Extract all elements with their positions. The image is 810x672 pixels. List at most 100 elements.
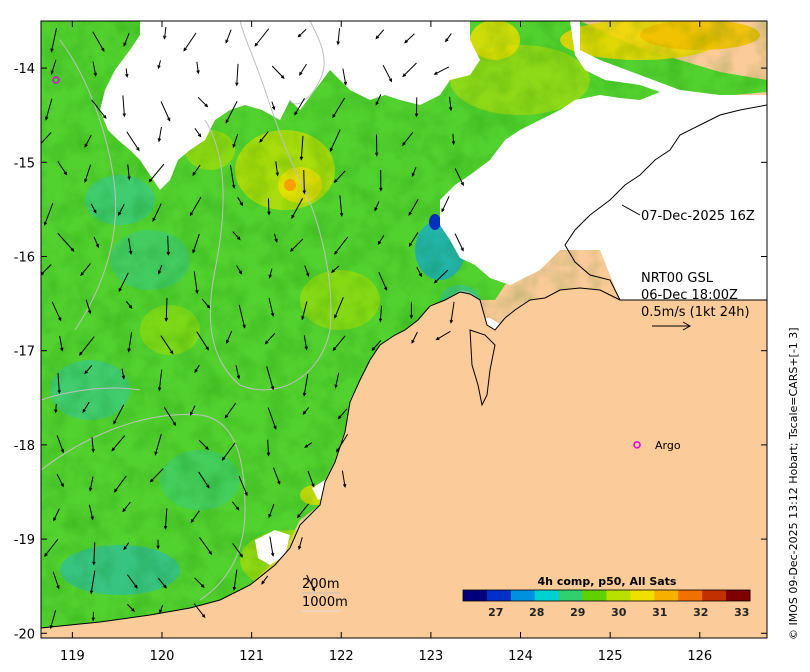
current-arrow-head	[270, 312, 275, 317]
current-arrow-head	[44, 116, 49, 121]
colorbar-ticks: 27 28 29 30 31 32 33	[488, 606, 749, 619]
current-arrow-head	[460, 182, 464, 187]
current-arrow	[261, 575, 269, 585]
current-arrow	[411, 167, 417, 177]
current-arrow-head	[111, 447, 116, 452]
current-arrow	[167, 235, 169, 255]
current-arrow-head	[343, 81, 348, 86]
current-arrow-head	[235, 506, 240, 511]
current-arrow	[402, 131, 414, 146]
current-arrow-head	[332, 347, 337, 352]
current-arrow-head	[192, 249, 196, 254]
current-arrow-head	[57, 390, 61, 395]
current-arrow-head	[164, 317, 169, 322]
current-arrow	[300, 135, 304, 160]
current-arrow	[303, 169, 305, 194]
current-arrow-head	[225, 119, 229, 124]
current-arrow-head	[232, 144, 236, 149]
x-tick-label: 123	[418, 649, 443, 664]
current-arrow	[445, 33, 452, 42]
current-arrow-head	[298, 545, 302, 551]
current-arrow-head	[102, 114, 107, 119]
current-arrows	[41, 26, 464, 630]
current-arrow-head	[259, 138, 263, 143]
current-time-label: 06-Dec 18:00Z	[641, 288, 738, 303]
current-arrow-head	[441, 208, 445, 213]
current-arrow	[194, 128, 202, 137]
current-arrow-head	[274, 238, 278, 243]
argo-float-marker[interactable]	[633, 441, 641, 449]
current-arrow-head	[375, 152, 379, 157]
current-arrow	[450, 301, 455, 323]
current-arrow	[274, 233, 278, 242]
current-arrow	[193, 271, 198, 294]
current-arrow-head	[113, 420, 117, 425]
current-arrow-head	[157, 270, 162, 275]
current-arrow	[198, 471, 210, 488]
current-arrow-head	[127, 348, 131, 353]
current-arrow-head	[411, 339, 415, 344]
current-arrow-head	[268, 513, 272, 519]
current-arrow-head	[63, 171, 68, 176]
current-arrow-head	[166, 251, 171, 256]
current-arrow	[254, 28, 270, 47]
current-arrow-head	[127, 176, 131, 181]
current-arrow-head	[302, 410, 307, 415]
current-arrow	[434, 269, 449, 284]
current-arrow	[121, 368, 125, 379]
colorbar-tick-label: 33	[734, 606, 749, 619]
current-arrow-head	[43, 221, 48, 226]
current-arrow	[114, 475, 127, 493]
current-arrow-head	[336, 448, 340, 453]
current-arrow-head	[190, 519, 195, 524]
current-arrow	[449, 96, 452, 111]
bathymetry-contours	[41, 21, 332, 601]
current-arrow-head	[296, 514, 301, 519]
current-arrow	[334, 170, 346, 183]
current-arrow-head	[232, 184, 236, 189]
current-arrow	[337, 28, 341, 45]
current-arrow-head	[92, 561, 96, 566]
argo-float-marker-2[interactable]	[52, 76, 60, 84]
current-arrow-head	[289, 248, 294, 252]
current-arrow	[404, 33, 415, 44]
current-arrow-head	[294, 111, 298, 116]
current-arrow-head	[197, 133, 202, 138]
current-arrow-head	[299, 156, 304, 161]
colorbar-tick-label: 27	[488, 606, 503, 619]
current-arrow-head	[60, 347, 64, 352]
current-arrow-head	[329, 147, 334, 152]
current-arrow	[196, 331, 209, 350]
current-arrow	[303, 373, 309, 396]
current-arrow	[111, 435, 126, 451]
y-tick-label: -15	[14, 156, 35, 171]
current-arrow	[225, 101, 238, 123]
current-arrow	[222, 442, 236, 461]
current-arrow-head	[409, 315, 414, 320]
current-arrow	[232, 543, 243, 558]
current-arrow	[125, 68, 128, 77]
current-arrow	[436, 330, 451, 341]
current-arrow-head	[334, 314, 338, 319]
current-arrow	[44, 203, 54, 226]
current-arrow-head	[95, 244, 100, 249]
current-arrow-head	[433, 71, 438, 75]
colorbar-swatch	[726, 590, 751, 601]
current-arrow-head	[271, 106, 276, 111]
current-arrow-head	[273, 425, 277, 430]
current-arrow	[90, 570, 96, 594]
current-arrow-head	[156, 545, 160, 550]
current-arrow	[122, 501, 131, 512]
current-arrow	[152, 203, 162, 222]
current-arrow-head	[302, 392, 307, 397]
current-arrow-head	[148, 178, 153, 183]
current-arrow	[84, 365, 93, 374]
current-arrow	[382, 64, 392, 82]
current-arrow	[158, 265, 163, 274]
current-arrow	[416, 266, 422, 277]
current-arrow	[57, 161, 67, 175]
current-arrow-head	[93, 72, 97, 77]
current-arrow	[271, 101, 275, 110]
y-tick-label: -17	[14, 345, 35, 360]
current-arrow	[329, 129, 341, 152]
